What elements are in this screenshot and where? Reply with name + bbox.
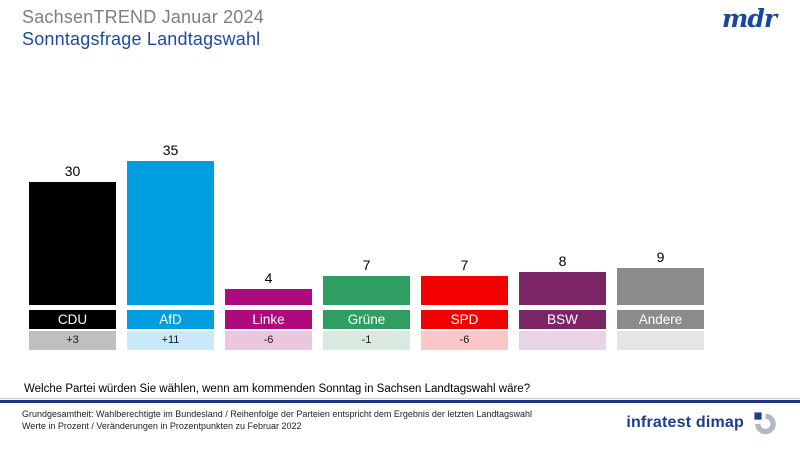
- source-label: infratest dimap: [626, 414, 744, 431]
- change-value-Grüne: -1: [323, 331, 410, 350]
- party-label-Grüne: Grüne: [323, 310, 410, 329]
- bar-value-BSW: 8: [558, 253, 567, 269]
- infratest-dimap-logo: [754, 412, 776, 435]
- change-value-AfD: +11: [127, 331, 214, 350]
- change-value-BSW: [519, 331, 606, 350]
- chart-title: Sonntagsfrage Landtagswahl: [22, 29, 261, 49]
- bar-value-Linke: 4: [264, 270, 273, 286]
- bar-AfD: [127, 161, 214, 305]
- bar-BSW: [519, 272, 606, 305]
- party-label-AfD: AfD: [127, 310, 214, 329]
- change-value-SPD: -6: [421, 331, 508, 350]
- bar-Andere: [617, 268, 704, 305]
- party-label-BSW: BSW: [519, 310, 606, 329]
- bar-value-Andere: 9: [656, 249, 665, 265]
- bar-value-SPD: 7: [460, 257, 469, 273]
- party-label-Linke: Linke: [225, 310, 312, 329]
- bar-value-AfD: 35: [162, 142, 179, 158]
- bar-Linke: [225, 289, 312, 305]
- footnote-line1: Grundgesamtheit: Wahlberechtigte im Bund…: [22, 409, 532, 419]
- report-title: SachsenTREND Januar 2024: [22, 7, 264, 27]
- divider-line-navy: [0, 400, 800, 403]
- party-label-Andere: Andere: [617, 310, 704, 329]
- footnotes: Grundgesamtheit: Wahlberechtigte im Bund…: [22, 409, 532, 432]
- divider-line-gray: [0, 398, 800, 399]
- bar-SPD: [421, 276, 508, 305]
- party-label-CDU: CDU: [29, 310, 116, 329]
- bar-CDU: [29, 182, 116, 305]
- party-label-SPD: SPD: [421, 310, 508, 329]
- change-value-CDU: +3: [29, 331, 116, 350]
- survey-question: Welche Partei würden Sie wählen, wenn am…: [24, 383, 531, 395]
- bar-value-Grüne: 7: [362, 257, 371, 273]
- footnote-line2: Werte in Prozent / Veränderungen in Proz…: [22, 420, 302, 431]
- change-value-Linke: -6: [225, 331, 312, 350]
- bar-value-CDU: 30: [64, 163, 81, 179]
- mdr-logo: mdr: [721, 4, 777, 33]
- bar-Grüne: [323, 276, 410, 305]
- source-attribution: infratest dimap: [626, 410, 777, 436]
- change-value-Andere: [617, 331, 704, 350]
